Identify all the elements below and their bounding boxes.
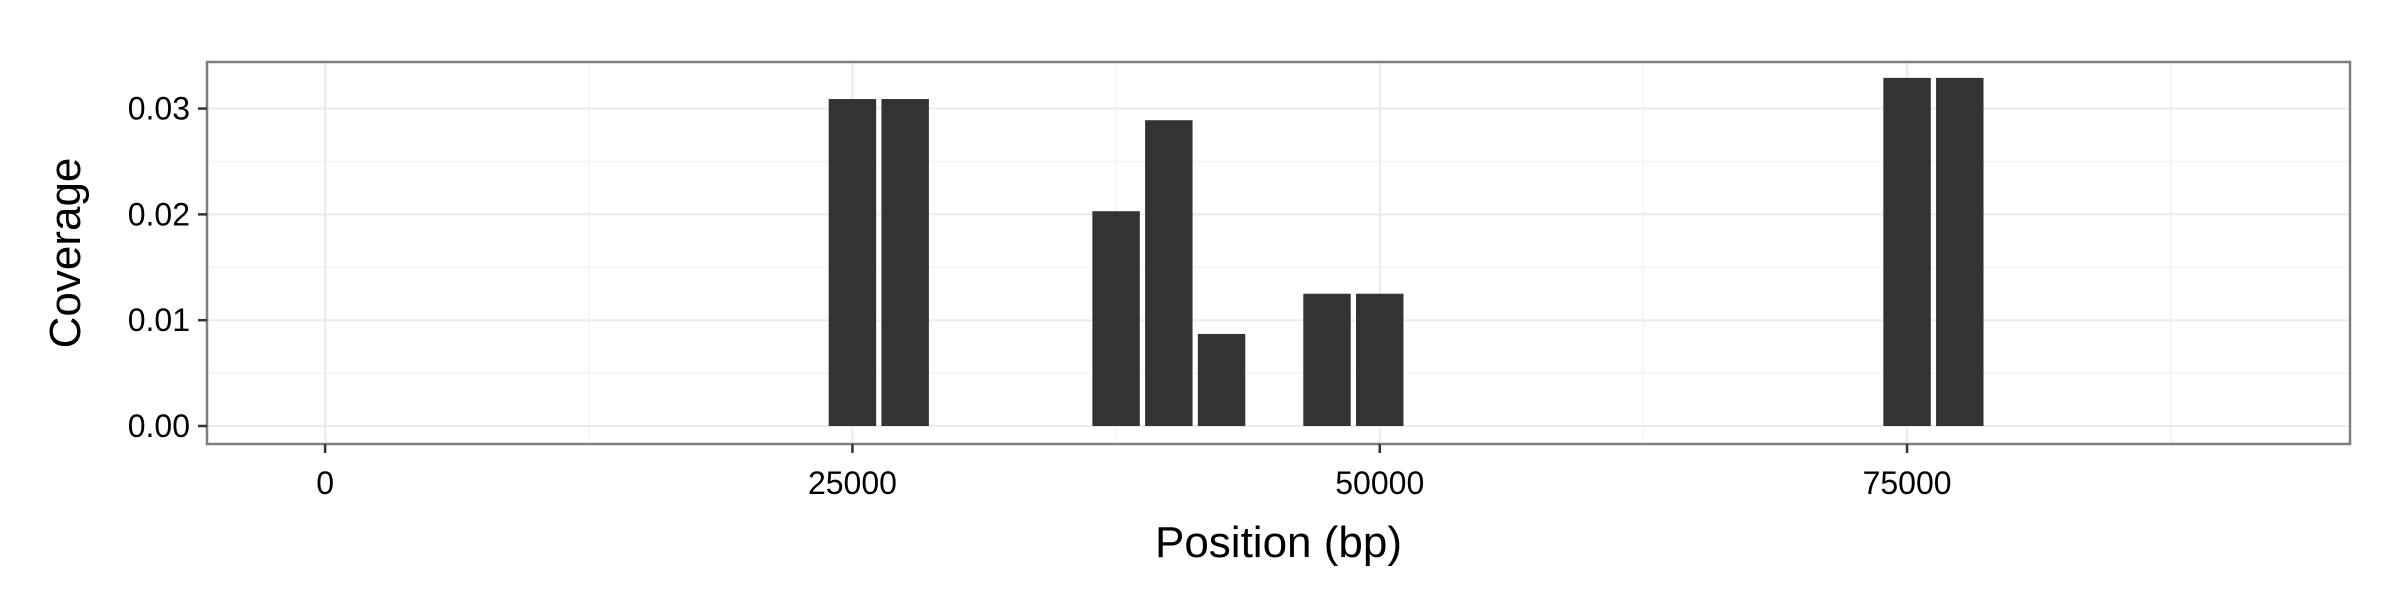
y-tick-label: 0.00 <box>128 408 190 444</box>
bar <box>1356 293 1404 427</box>
panel-border <box>205 60 2352 446</box>
bar <box>1197 333 1246 427</box>
bar <box>1936 77 1984 427</box>
bar <box>1883 77 1931 427</box>
bar <box>1303 293 1351 427</box>
x-axis-title: Position (bp) <box>1155 518 1402 567</box>
x-axis-ticks: 0 25000 50000 75000 <box>316 444 1952 501</box>
bar <box>881 99 929 427</box>
x-tick-label: 50000 <box>1335 465 1424 501</box>
bar <box>1145 120 1193 427</box>
y-tick-label: 0.01 <box>128 302 190 338</box>
x-tick-label: 75000 <box>1863 465 1952 501</box>
y-tick-label: 0.02 <box>128 196 190 232</box>
bar <box>1092 211 1140 427</box>
x-tick-label: 25000 <box>808 465 897 501</box>
y-tick-label: 0.03 <box>128 91 190 127</box>
bars-layer <box>828 77 1984 427</box>
x-tick-label: 0 <box>316 465 334 501</box>
bar <box>828 99 877 427</box>
y-axis-title: Coverage <box>41 158 90 349</box>
grid-layer <box>207 62 2350 444</box>
y-axis-ticks: 0.00 0.01 0.02 0.03 <box>128 91 207 444</box>
